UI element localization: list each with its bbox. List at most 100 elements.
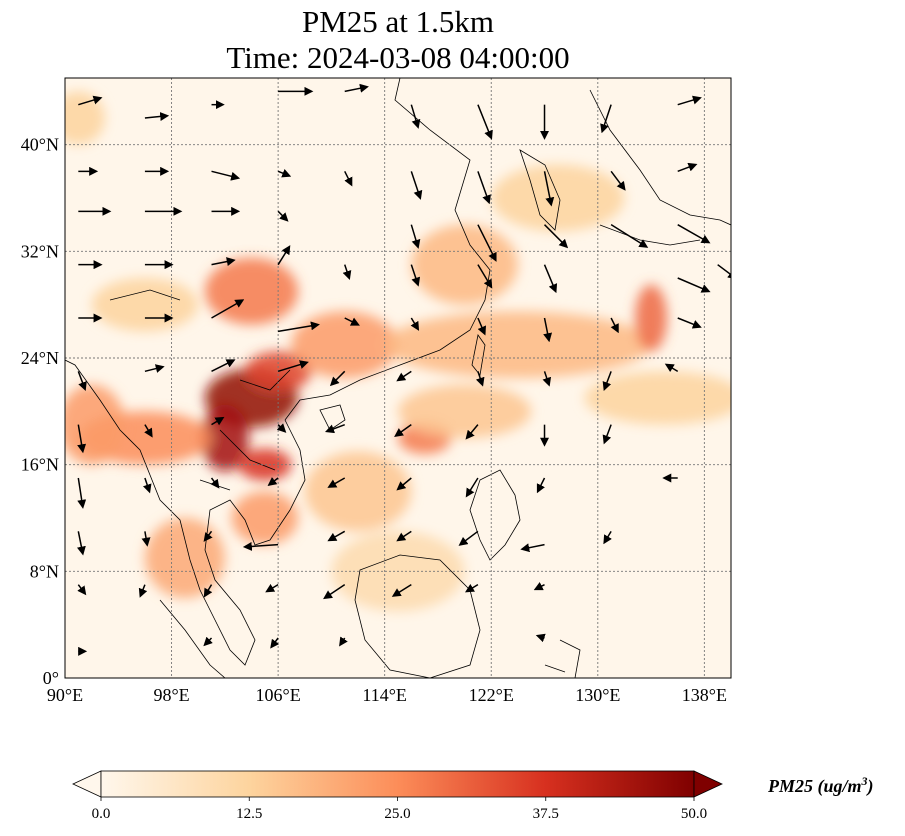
colorbar-extend-low: [72, 770, 102, 798]
wind-arrow: [396, 477, 412, 491]
map-title: PM25 at 1.5km: [301, 4, 495, 39]
wind-arrow: [77, 584, 87, 596]
wind-arrow: [465, 477, 479, 498]
wind-arrow: [211, 416, 225, 426]
pm25-blob-10: [144, 518, 225, 598]
lat-tick-label: 16°N: [21, 455, 59, 475]
wind-arrow: [211, 257, 236, 267]
lat-tick-label: 40°N: [21, 135, 59, 155]
pm25-blob-8: [65, 384, 125, 465]
pm25-blob-9: [231, 491, 299, 545]
border-lines: [109, 289, 291, 491]
colorbar: 0.0 12.5 25.0 37.5 50.0: [72, 770, 723, 822]
wind-arrow: [210, 477, 220, 489]
coastline-indochina: [65, 359, 306, 666]
wind-arrow: [138, 584, 148, 598]
wind-arrow: [77, 477, 87, 509]
wind-arrow: [325, 423, 345, 434]
pm25-blob-11: [384, 311, 652, 378]
wind-arrow: [344, 83, 369, 93]
wind-arrow: [677, 224, 711, 244]
wind-arrow: [276, 423, 287, 433]
lat-tick-label: 24°N: [21, 348, 59, 368]
lon-tick-label: 98°E: [153, 685, 189, 705]
wind-arrow: [600, 104, 612, 134]
lon-tick-label: 130°E: [575, 685, 620, 705]
wind-arrow: [477, 224, 497, 262]
map-gridlines: [65, 78, 731, 678]
wind-arrow: [277, 169, 292, 178]
coastline-korea: [519, 149, 561, 231]
wind-arrow: [458, 530, 479, 546]
wind-arrow: [520, 543, 545, 553]
pm25-blob-16: [491, 164, 625, 232]
wind-arrow: [475, 371, 485, 387]
wind-arrow: [77, 371, 87, 392]
coastline-china: [284, 78, 491, 421]
wind-arrow: [664, 363, 679, 373]
colorbar-tick-label: 12.5: [236, 806, 262, 822]
wind-arrow: [329, 370, 346, 387]
wind-vectors: [76, 83, 731, 656]
wind-arrow: [142, 477, 152, 494]
wind-arrow: [677, 95, 702, 106]
wind-arrow: [77, 424, 87, 454]
wind-arrow: [339, 636, 348, 647]
wind-arrow: [536, 477, 546, 494]
colorbar-label: PM25 (ug/m3): [768, 774, 874, 796]
pm25-blob-14: [398, 384, 532, 439]
wind-arrow: [327, 477, 346, 488]
coastline-sumatra-malay: [159, 599, 226, 678]
wind-arrow: [203, 584, 213, 598]
wind-arrow: [277, 210, 289, 222]
wind-arrow: [342, 264, 352, 281]
pm25-blob-2: [238, 448, 292, 481]
pm25-blob-19: [65, 91, 105, 145]
wind-arrow: [677, 162, 698, 173]
colorbar-gradient: [100, 770, 695, 798]
wind-arrow: [535, 633, 546, 643]
wind-arrow: [76, 531, 86, 556]
wind-arrow: [265, 583, 279, 593]
colorbar-extend-high: [693, 770, 723, 798]
lat-tick-label: 8°N: [30, 561, 59, 581]
wind-arrow: [603, 530, 612, 545]
pm25-blob-1: [200, 404, 249, 472]
lon-tick-label: 138°E: [682, 685, 727, 705]
wind-arrow: [677, 317, 702, 329]
wind-arrow: [203, 530, 213, 542]
coastline-hainan: [319, 404, 346, 431]
wind-arrow: [344, 170, 353, 187]
wind-arrow: [464, 583, 479, 593]
coastline-sulawesi: [544, 639, 581, 678]
map-subtitle-time: Time: 2024-03-08 04:00:00: [226, 40, 570, 75]
pm25-blob-17: [91, 278, 199, 332]
wind-arrow: [270, 637, 280, 649]
wind-arrow: [144, 424, 153, 438]
wind-arrow: [477, 317, 486, 336]
wind-arrow: [391, 584, 412, 597]
wind-arrow: [344, 317, 360, 326]
wind-arrow: [410, 104, 421, 129]
coastline-borneo: [354, 554, 481, 678]
wind-arrow: [141, 531, 151, 547]
lon-tick-label: 114°E: [362, 685, 407, 705]
pm25-blob-13: [411, 224, 518, 305]
wind-arrow: [410, 224, 421, 249]
wind-arrow: [144, 111, 170, 121]
wind-arrow: [410, 317, 420, 331]
wind-arrow: [542, 371, 552, 387]
colorbar-tick-label: 0.0: [92, 806, 111, 822]
wind-arrow: [610, 224, 649, 248]
pm25-blob-12: [635, 284, 668, 352]
pm25-blob-5: [291, 311, 398, 378]
lon-tick-label: 90°E: [47, 685, 83, 705]
wind-arrow: [543, 317, 553, 343]
lon-tick-label: 122°E: [469, 685, 514, 705]
coastline-japan: [589, 89, 731, 246]
wind-arrow: [277, 360, 309, 373]
wind-arrow: [610, 170, 626, 191]
wind-arrow: [277, 245, 291, 266]
colorbar-ticks: 0.0 12.5 25.0 37.5 50.0: [92, 797, 707, 822]
